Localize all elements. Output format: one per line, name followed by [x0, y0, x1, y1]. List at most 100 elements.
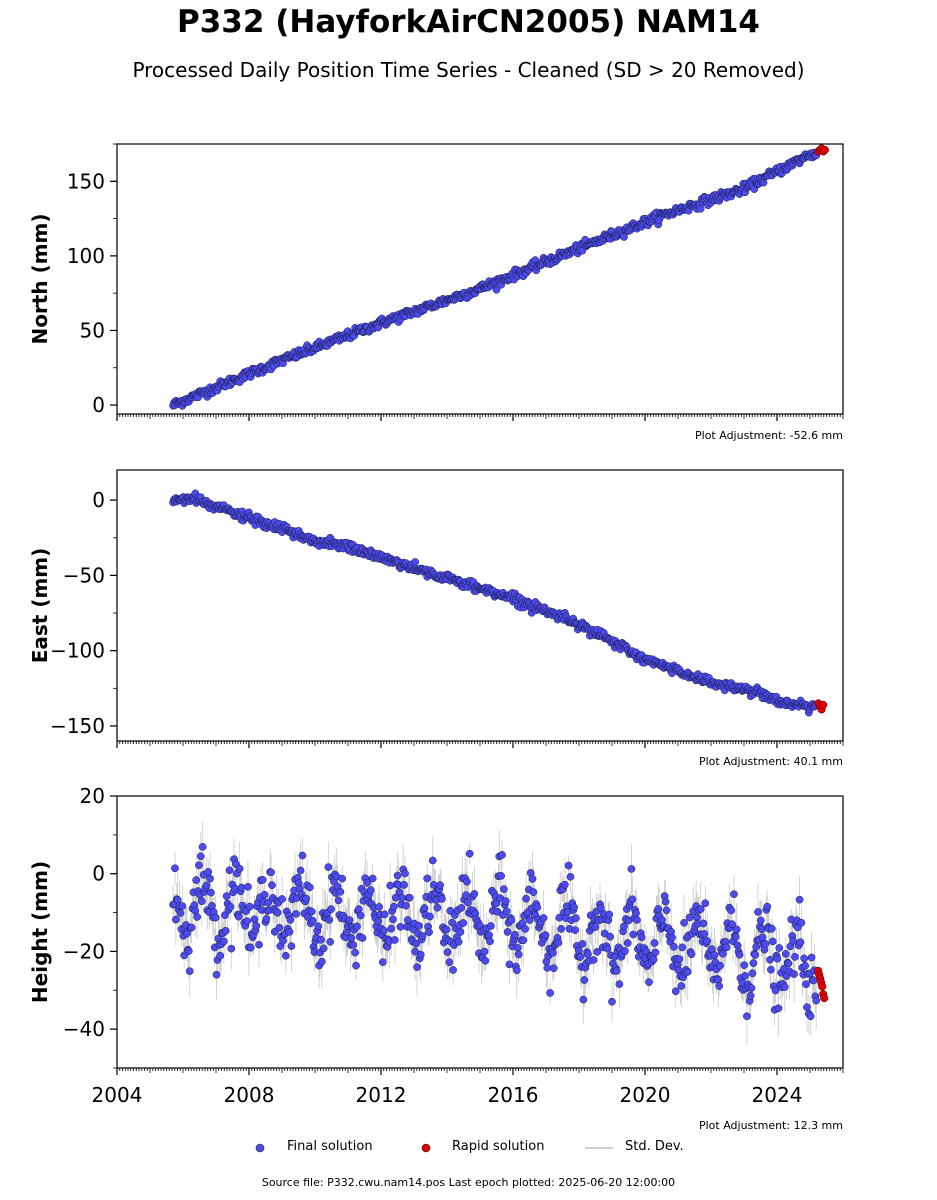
height-final-point — [487, 922, 495, 930]
height-final-point — [557, 925, 566, 933]
height-final-point — [448, 918, 456, 927]
height-final-point — [546, 989, 554, 997]
height-final-point — [211, 913, 220, 922]
height-rapid-point — [820, 994, 829, 1003]
height-final-point — [612, 967, 621, 975]
height-final-point — [570, 903, 578, 912]
north-y-tick-label: 100 — [67, 244, 105, 268]
north-y-tick-label: 50 — [80, 318, 105, 342]
height-final-point — [801, 961, 809, 970]
height-final-point — [418, 932, 427, 940]
height-final-point — [470, 890, 479, 898]
height-final-point — [195, 861, 203, 870]
height-final-point — [662, 906, 671, 915]
height-final-point — [237, 883, 246, 892]
height-final-point — [356, 911, 365, 920]
height-final-point — [442, 925, 451, 934]
height-final-point — [757, 925, 766, 934]
height-final-point — [549, 964, 558, 973]
height-final-point — [358, 934, 367, 942]
height-final-point — [670, 942, 678, 951]
height-final-point — [286, 915, 295, 924]
height-final-point — [327, 905, 335, 914]
north-y-tick-label: 150 — [67, 169, 105, 193]
height-final-point — [603, 944, 612, 953]
height-final-point — [318, 957, 326, 966]
height-final-point — [480, 947, 489, 956]
height-final-point — [775, 944, 784, 952]
height-final-point — [425, 928, 433, 936]
height-final-point — [683, 968, 692, 976]
height-final-point — [627, 865, 636, 873]
height-final-point — [700, 930, 709, 938]
height-final-point — [766, 955, 774, 964]
height-final-point — [264, 898, 273, 907]
height-final-point — [758, 933, 767, 942]
height-final-point — [307, 907, 316, 916]
height-final-point — [680, 918, 688, 927]
height-final-point — [525, 916, 534, 924]
height-final-point — [416, 950, 425, 959]
height-final-point — [696, 905, 705, 913]
north-data — [169, 144, 829, 410]
height-final-point — [221, 926, 230, 935]
height-final-point — [514, 950, 523, 959]
height-final-point — [287, 942, 296, 950]
height-final-point — [351, 948, 359, 957]
height-final-point — [187, 923, 196, 932]
height-final-point — [325, 916, 334, 924]
north-final-point — [620, 233, 628, 241]
height-final-point — [748, 969, 757, 978]
height-final-point — [208, 902, 216, 910]
height-final-point — [649, 955, 658, 964]
height-final-point — [731, 932, 740, 941]
height-final-point — [334, 896, 343, 905]
height-final-point — [462, 891, 470, 900]
height-final-point — [743, 1012, 751, 1021]
height-final-point — [623, 939, 632, 947]
height-final-point — [710, 951, 719, 959]
height-final-point — [512, 966, 521, 975]
height-final-point — [185, 967, 194, 976]
east-y-tick-label: 0 — [92, 488, 105, 512]
east-y-tick-label: −150 — [50, 714, 105, 738]
height-final-point — [580, 976, 589, 984]
height-final-point — [756, 916, 765, 925]
height-final-point — [746, 991, 755, 1000]
height-final-point — [387, 924, 396, 933]
height-final-point — [761, 940, 770, 948]
north-y-tick-label: 0 — [92, 393, 105, 417]
height-final-point — [459, 919, 468, 927]
height-final-point — [650, 939, 659, 947]
east-data — [169, 489, 828, 717]
height-final-point — [197, 897, 206, 906]
height-final-point — [428, 856, 437, 865]
height-final-point — [593, 948, 602, 956]
height-final-point — [463, 877, 471, 886]
height-final-point — [629, 930, 638, 939]
height-final-point — [220, 911, 229, 919]
height-final-point — [296, 866, 305, 875]
height-data — [169, 821, 829, 1046]
height-final-point — [250, 915, 259, 924]
height-final-point — [226, 902, 235, 911]
height-final-point — [255, 940, 263, 949]
height-final-point — [243, 917, 251, 926]
height-final-point — [380, 910, 389, 919]
height-final-point — [245, 902, 254, 911]
height-final-point — [192, 876, 201, 884]
height-final-point — [246, 943, 255, 952]
height-final-point — [615, 980, 624, 988]
height-final-point — [202, 881, 211, 890]
height-final-point — [579, 995, 588, 1004]
height-final-point — [675, 955, 684, 964]
height-final-point — [503, 928, 512, 936]
height-final-point — [564, 861, 573, 870]
height-final-point — [390, 902, 398, 911]
height-final-point — [438, 895, 446, 903]
height-final-point — [493, 907, 502, 916]
height-final-point — [809, 976, 818, 985]
height-final-point — [572, 914, 580, 923]
height-final-point — [621, 947, 629, 955]
height-final-point — [566, 873, 575, 881]
